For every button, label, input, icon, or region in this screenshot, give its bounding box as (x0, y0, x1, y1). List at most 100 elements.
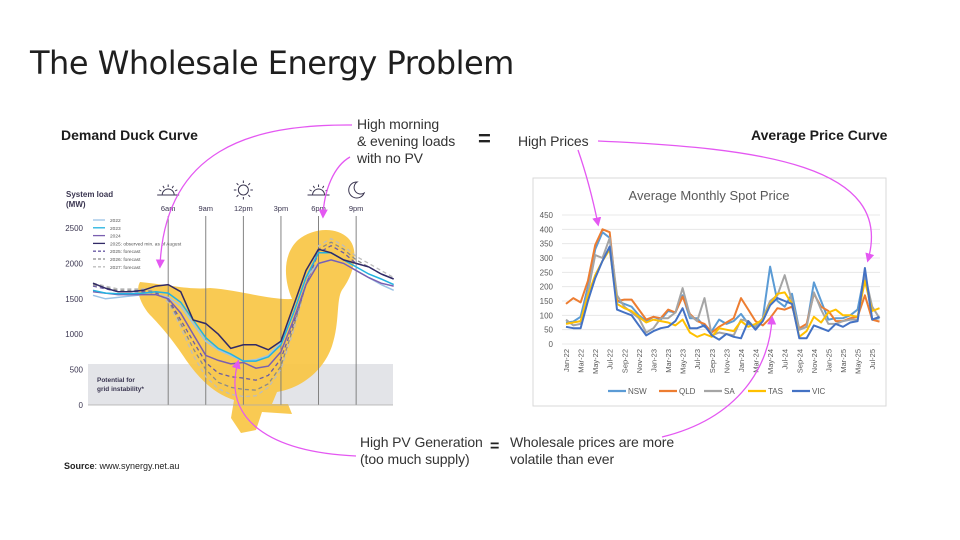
price-chart-frame (532, 177, 887, 407)
price-x-tick-label: Mar-24 (752, 349, 761, 373)
duck-legend-label: 2026: forecast (110, 257, 141, 263)
duck-y-tick-label: 1500 (65, 295, 83, 304)
note-volatile-prices: Wholesale prices are more volatile than … (510, 434, 674, 468)
duck-ylabel-line1: System load (66, 190, 113, 199)
duck-legend-label: 2023 (110, 226, 121, 232)
price-x-tick-label: May-22 (591, 349, 600, 374)
price-y-tick-label: 300 (540, 254, 554, 263)
arrow-to-2022-price-spike (577, 149, 602, 227)
duck-legend-label: 2022 (110, 218, 121, 224)
duck-legend-label: 2024 (110, 234, 121, 240)
price-y-tick-label: 400 (540, 225, 554, 234)
arrow-to-midday-trough (231, 359, 357, 457)
price-x-tick-label: Jan-22 (562, 349, 571, 372)
time-marker-label: 6pm (311, 204, 326, 213)
price-x-tick-label: Nov-24 (810, 349, 819, 373)
price-x-tick-label: Jan-24 (737, 349, 746, 372)
time-marker-label: 12pm (234, 204, 253, 213)
price-y-tick-label: 350 (540, 240, 554, 249)
duck-legend-label: 2027: forecast (110, 265, 141, 271)
duck-series-line-2027-forecast (92, 237, 395, 398)
source-url: : www.synergy.net.au (94, 461, 180, 471)
price-series-line-sa (565, 236, 881, 337)
price-x-tick-label: Sep-23 (708, 349, 717, 373)
note-line: Wholesale prices are more (510, 434, 675, 450)
note-line: High PV Generation (360, 434, 483, 450)
note-high-pv: High PV Generation (too much supply) (360, 434, 483, 468)
price-x-tick-label: Nov-23 (722, 349, 731, 373)
duck-series-line-2025 (92, 248, 394, 351)
duck-y-tick-label: 2000 (65, 259, 83, 268)
arrow-to-evening-peak (318, 156, 351, 219)
price-x-tick-label: Jul-24 (781, 349, 790, 369)
note-line: volatile than ever (510, 451, 615, 467)
price-legend-label: QLD (679, 387, 696, 396)
note-morning-evening-loads: High morning & evening loads with no PV (357, 116, 455, 167)
source-label: Source (64, 461, 95, 471)
price-legend-label: NSW (628, 387, 647, 396)
duck-curve-heading: Demand Duck Curve (61, 127, 198, 143)
duck-y-tick-label: 500 (70, 366, 84, 375)
price-series-line-vic (565, 245, 880, 341)
price-x-tick-label: Nov-22 (635, 349, 644, 373)
duck-curve-chart: System load (MW) Potential for grid inst… (65, 180, 395, 433)
price-y-tick-label: 100 (540, 311, 554, 320)
price-x-tick-label: Sep-22 (620, 349, 629, 373)
price-y-tick-label: 50 (544, 326, 553, 335)
price-y-tick-label: 250 (540, 268, 554, 277)
price-x-tick-label: May-24 (766, 349, 775, 374)
arrow-to-volatile-prices (661, 315, 777, 438)
note-line: & evening loads (357, 133, 456, 149)
note-high-prices: High Prices (518, 133, 589, 149)
sunrise-icon (157, 184, 180, 196)
equals-sign-bottom: = (490, 438, 500, 455)
arrow-to-2025-price-spike (597, 140, 875, 263)
time-marker-label: 3pm (274, 204, 289, 213)
time-marker-label: 9pm (349, 204, 364, 213)
price-x-tick-label: May-25 (854, 349, 863, 374)
duck-y-tick-label: 0 (79, 401, 84, 410)
price-y-tick-label: 450 (540, 211, 554, 220)
price-x-tick-label: Sep-24 (795, 349, 804, 373)
duck-y-tick-label: 1000 (65, 330, 83, 339)
duck-legend-label: 2025: forecast (110, 249, 141, 255)
sun-icon (233, 180, 253, 200)
time-marker-label: 9am (198, 204, 213, 213)
duck-y-tick-label: 2500 (65, 224, 83, 233)
duck-series-line-2025-forecast (92, 244, 394, 381)
price-x-tick-label: Mar-25 (839, 349, 848, 373)
price-x-tick-label: Jul-22 (606, 349, 615, 369)
equals-sign-top: = (478, 126, 491, 151)
price-x-tick-label: Mar-23 (664, 349, 673, 373)
note-line: with no PV (357, 150, 423, 166)
price-legend-label: SA (724, 387, 735, 396)
note-line: High morning (357, 116, 440, 132)
price-series-line-qld (565, 228, 880, 334)
moon-icon (348, 181, 366, 199)
band-label-line1: Potential for (97, 377, 135, 384)
price-x-tick-label: Jan-23 (649, 349, 658, 372)
price-x-tick-label: Jul-23 (693, 349, 702, 369)
price-series-line-tas (565, 248, 880, 338)
duck-legend-label: 2025: observed min. as of August (110, 241, 182, 247)
duck-ylabel-line2: (MW) (66, 200, 86, 209)
price-x-tick-label: Mar-22 (577, 349, 586, 373)
price-y-tick-label: 150 (540, 297, 554, 306)
source-citation: Source: www.synergy.net.au (64, 461, 179, 471)
note-line: (too much supply) (360, 451, 470, 467)
price-x-tick-label: Jul-25 (868, 349, 877, 369)
price-y-tick-label: 200 (540, 283, 554, 292)
price-y-tick-label: 0 (549, 340, 554, 349)
arrow-to-morning-peak (155, 124, 353, 269)
price-legend-label: TAS (768, 387, 783, 396)
duck-series-line-2024 (92, 259, 394, 369)
price-x-tick-label: Jan-25 (824, 349, 833, 372)
price-legend-label: VIC (812, 387, 826, 396)
price-x-tick-label: May-23 (679, 349, 688, 374)
price-chart-title: Average Monthly Spot Price (629, 188, 790, 203)
band-label-line2: grid instability* (97, 386, 144, 393)
price-curve-heading: Average Price Curve (751, 127, 888, 143)
annotation-arrows (155, 124, 875, 457)
slide-title: The Wholesale Energy Problem (30, 44, 514, 82)
